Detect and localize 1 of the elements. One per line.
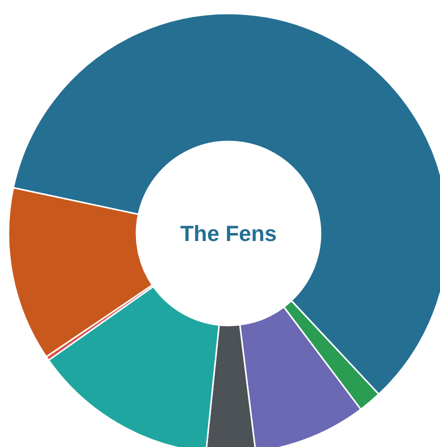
text: The Fens	[180, 221, 277, 246]
